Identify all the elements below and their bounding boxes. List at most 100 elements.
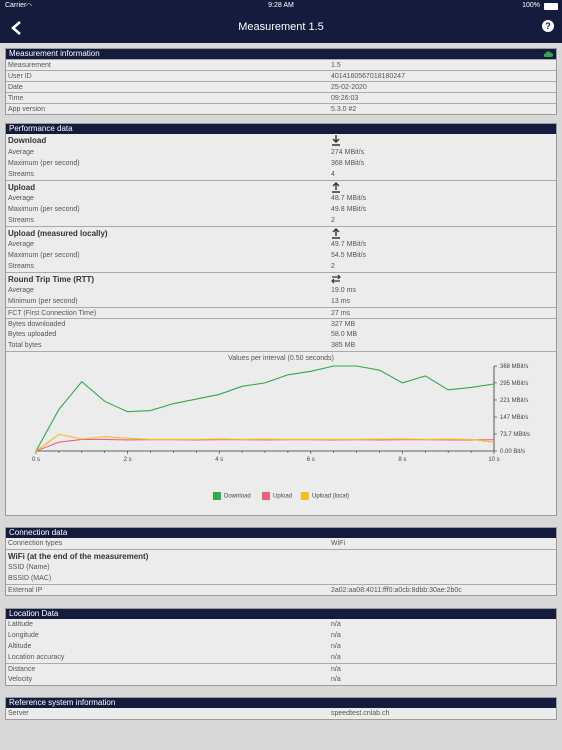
bytes-row: Bytes downloaded 327 MB [6,318,556,329]
row-label: Server [8,710,29,717]
section-title: Performance data [9,124,73,133]
series-line-0 [35,365,495,452]
row-label: Time [8,95,24,102]
row-label: Date [8,84,23,91]
clock: 9:28 AM [268,2,294,9]
conn-row: SSID (Name) [6,562,556,573]
subsection-title: Download [8,136,47,145]
row-value: n/a [331,654,341,661]
perf-row: Maximum (per second) 49.8 MBit/s [6,204,556,215]
row-value: 1.5 [331,62,341,69]
measurement-info-header: Measurement information [6,49,556,59]
row-label: Total bytes [8,342,42,349]
row-label: Streams [8,217,35,224]
row-label: Bytes uploaded [8,331,57,338]
performance-card: Performance data Download Average 274 MBi… [5,123,557,516]
location-header: Location Data [6,609,556,619]
perf-row: Maximum (per second) 368 MBit/s [6,158,556,169]
y-tick-label: 0.00 Bit/s [500,449,525,455]
perf-row: Average 19.0 ms [6,285,556,296]
row-value: n/a [331,632,341,639]
upload-icon [332,228,340,239]
y-tick-label: 295 MBit/s [500,381,528,387]
swap-arrows-icon [331,274,341,284]
x-tick-label: 8 s [398,457,406,463]
row-value: n/a [331,676,341,683]
row-label: Longitude [8,632,39,639]
row-label: FCT (First Connection Time) [8,310,97,317]
subsection-title: Round Trip Time (RTT) [8,275,95,284]
fct-row: FCT (First Connection Time) 27 ms [6,307,556,318]
y-tick-label: 73.7 MBit/s [500,432,530,438]
perf-row: Average 49.7 MBit/s [6,239,556,250]
x-tick-label: 10 s [488,457,499,463]
row-value: 2a02:aa08:4011:fff0:a0cb:8dbb:30ae:2b0c [331,587,462,594]
row-value: 2 [331,263,335,270]
row-label: Distance [8,666,36,673]
info-row: Measurement 1.5 [6,59,556,70]
perf-row: Maximum (per second) 54.5 MBit/s [6,250,556,261]
upload-icon [332,182,340,193]
location-row: Distance n/a [6,663,556,674]
throughput-chart: Values per interval (0.50 seconds) 0 s 2 … [6,351,556,515]
location-row: Longitude n/a [6,630,556,641]
legend-label: Download [224,493,251,500]
x-tick-label: 4 s [215,457,223,463]
row-value: 09:26:03 [331,95,359,102]
info-row: User ID 4014160567018180247 [6,70,556,81]
row-value: 49.7 MBit/s [331,241,367,248]
info-row: Date 25-02-2020 [6,81,556,92]
row-value: 49.8 MBit/s [331,206,367,213]
battery-icon [544,3,558,10]
row-label: Average [8,195,34,202]
performance-header: Performance data [6,124,556,134]
back-chevron-icon[interactable] [10,20,24,36]
wifi-subheader: WiFi (at the end of the measurement) [6,549,556,562]
row-value: n/a [331,666,341,673]
row-label: Maximum (per second) [8,206,80,213]
subsection-title: Upload (measured locally) [8,229,108,238]
help-icon[interactable]: ? [542,20,554,32]
row-label: Latitude [8,621,33,628]
reference-header: Reference system information [6,698,556,708]
y-tick-label: 368 MBit/s [500,364,528,370]
upload-subheader: Upload [6,180,556,193]
legend-swatch [301,492,309,500]
legend-item-download: Download [213,492,251,500]
legend-item-upload-local: Upload (local) [301,492,349,500]
row-label: Streams [8,171,35,178]
row-label: Maximum (per second) [8,160,80,167]
conn-row: External IP 2a02:aa08:4011:fff0:a0cb:8dbb… [6,584,556,595]
location-row: Location accuracy n/a [6,652,556,663]
row-value: 19.0 ms [331,287,356,294]
location-row: Altitude n/a [6,641,556,652]
legend-label: Upload (local) [312,493,350,500]
bytes-row: Total bytes 385 MB [6,340,556,351]
row-value: 27 ms [331,310,351,317]
section-title: Connection data [9,528,68,537]
chart-svg: 0 s 2 s 4 s 6 s 8 s 10 s0.00 Bit/s 73.7 MBit/s… [32,364,530,463]
perf-row: Streams 4 [6,169,556,180]
x-tick-label: 6 s [307,457,315,463]
row-label: Connection types [8,540,63,547]
location-card: Location Data Latitude n/a Longitude n/a A… [5,608,557,686]
y-tick-label: 147 MBit/s [500,415,528,421]
legend-swatch [262,492,270,500]
row-label: Bytes downloaded [8,321,66,328]
y-tick-label: 221 MBit/s [500,398,528,404]
row-value: 54.5 MBit/s [331,252,367,259]
row-value: 48.7 MBit/s [331,195,367,202]
row-label: Average [8,241,34,248]
row-value: 2 [331,217,335,224]
row-value: 368 MBit/s [331,160,365,167]
perf-row: Streams 2 [6,261,556,272]
x-tick-label: 2 s [124,457,132,463]
row-value: 385 MB [331,342,356,349]
row-label: Location accuracy [8,654,65,661]
row-label: External IP [8,587,43,594]
row-value: 4014160567018180247 [331,73,405,80]
series-line-2 [35,433,495,452]
connection-header: Connection data [6,528,556,538]
carrier-label: Carrier [5,2,27,9]
location-row: Velocity n/a [6,674,556,685]
